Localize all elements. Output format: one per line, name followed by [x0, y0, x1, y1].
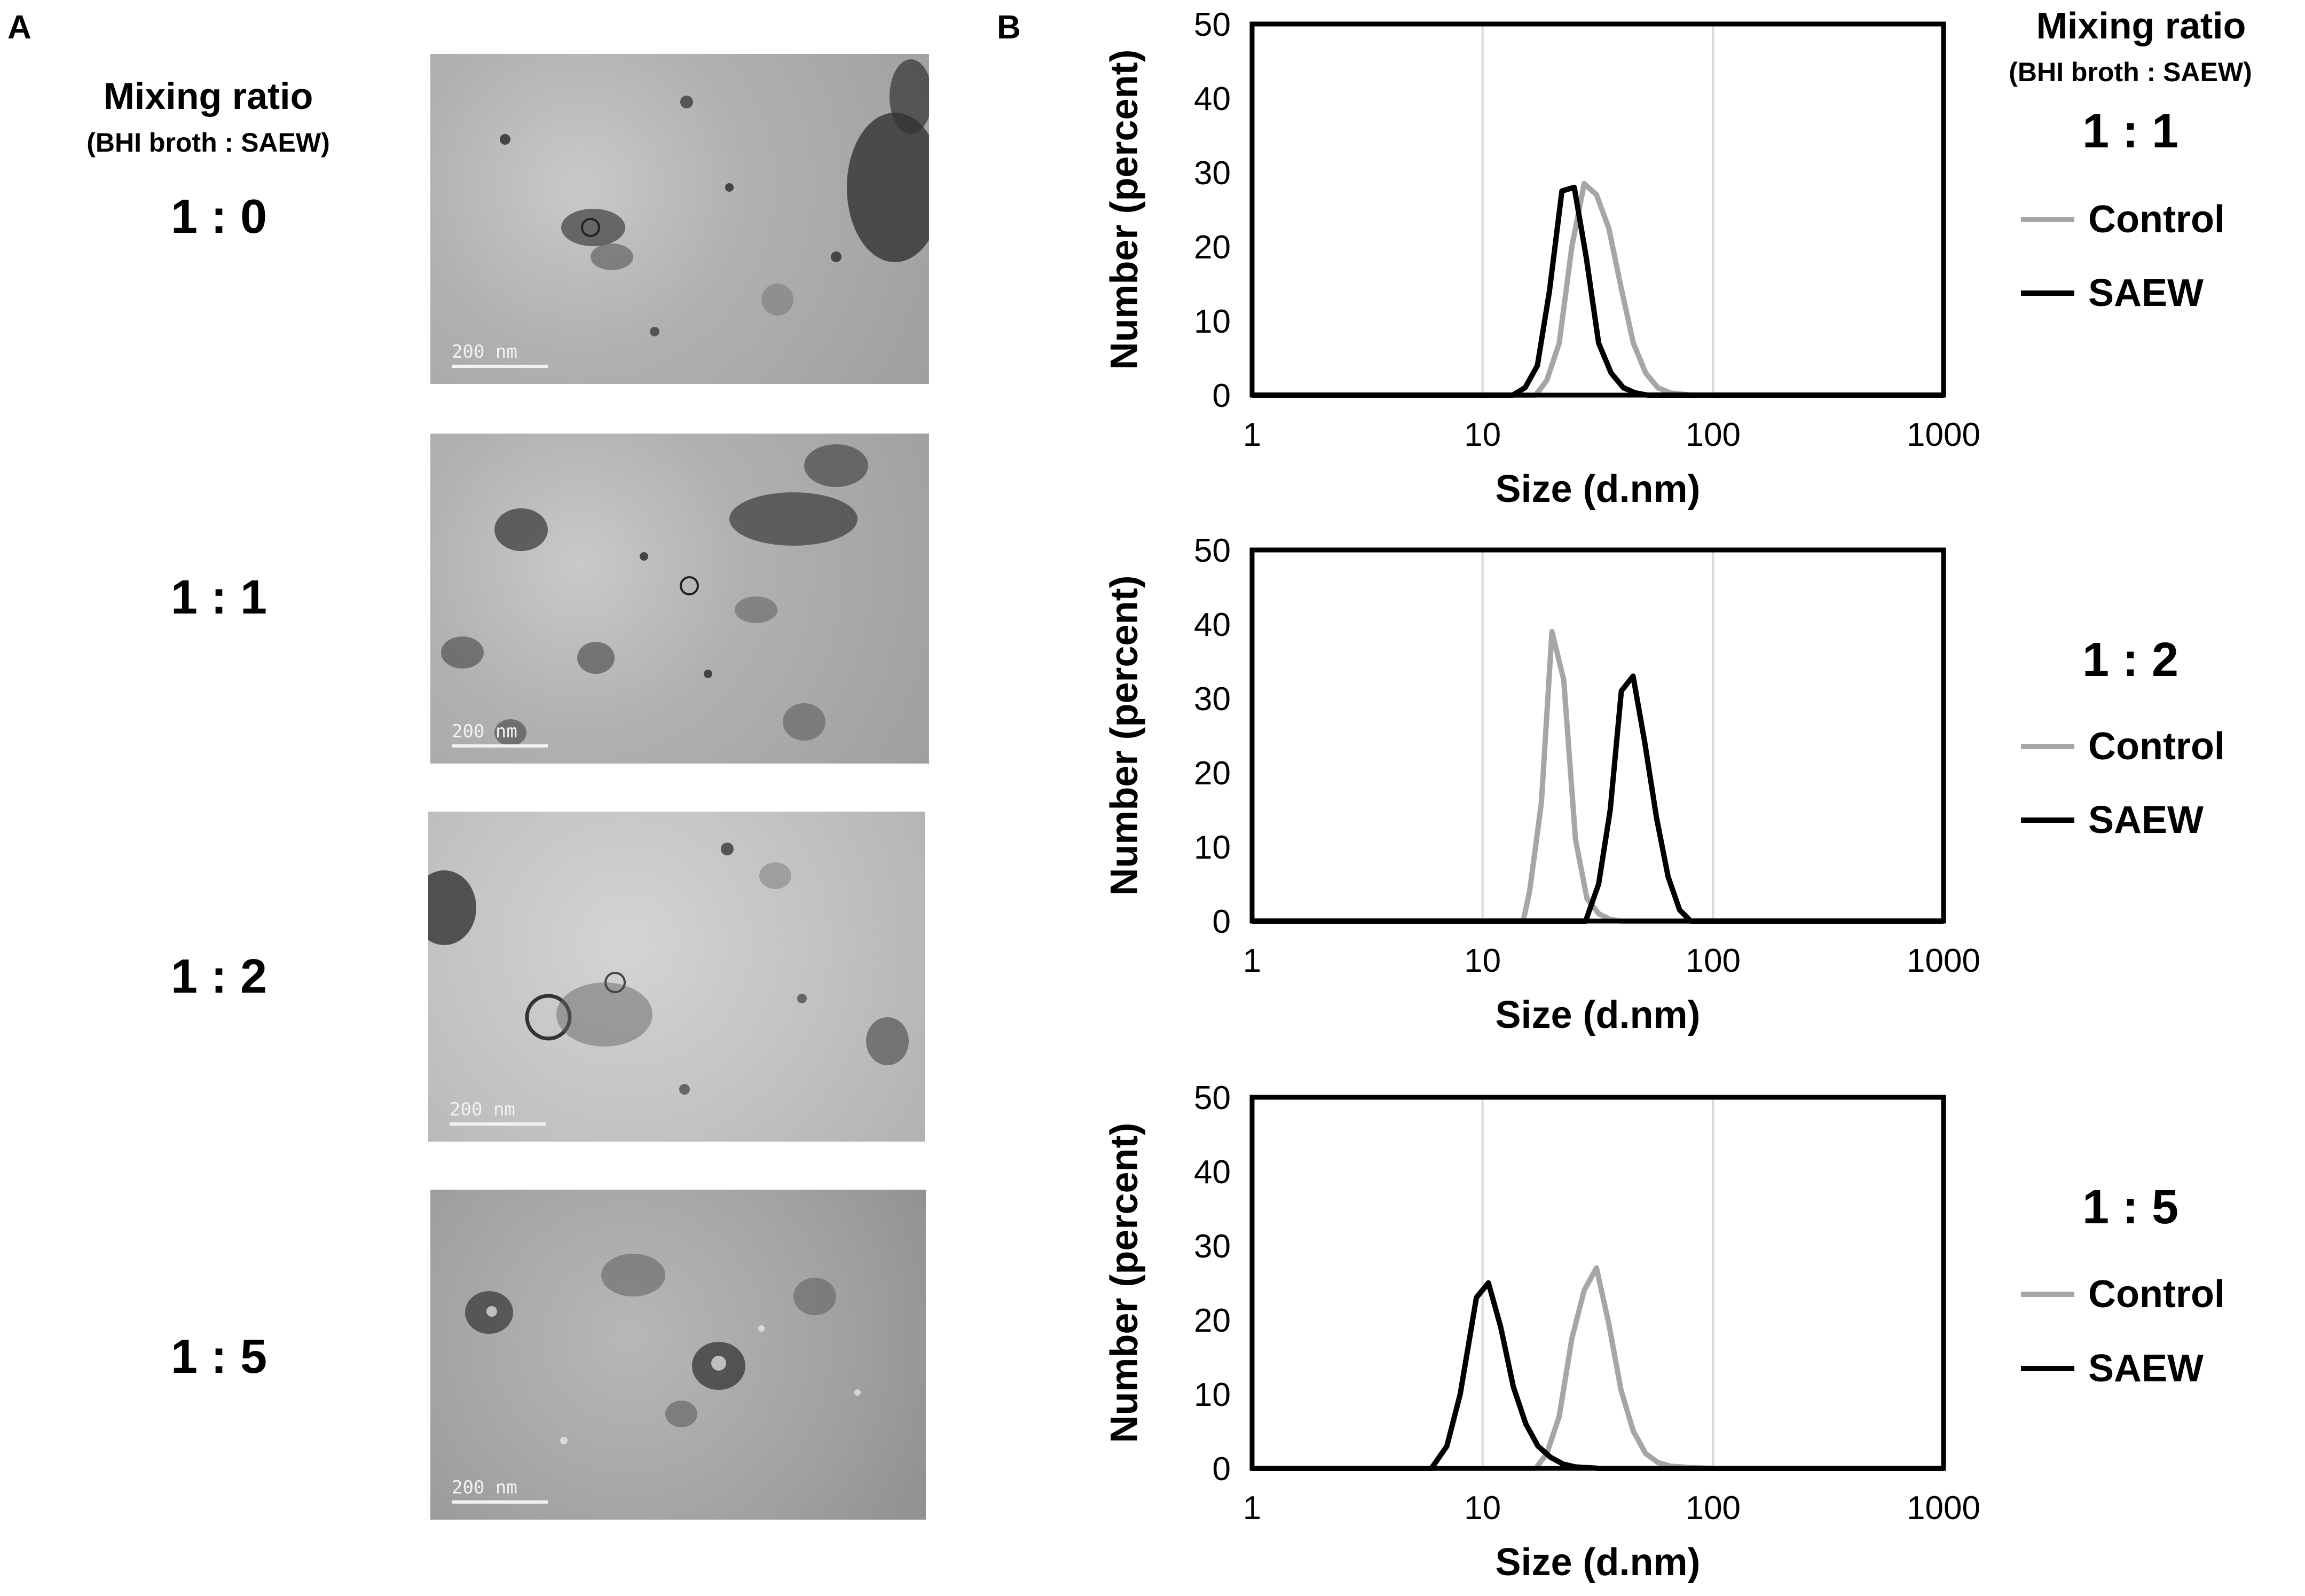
legend-label-control: Control — [2088, 198, 2225, 241]
plot-frame — [1249, 547, 1946, 924]
legend-label-saew: SAEW — [2088, 272, 2204, 315]
tem-image-1-1: 200 nm — [430, 434, 929, 764]
x-tick-label: 100 — [1686, 1490, 1741, 1527]
y-tick-label: 0 — [1213, 903, 1231, 940]
legend-label-control: Control — [2088, 1273, 2225, 1316]
tem-texture-1-1 — [441, 444, 868, 746]
ratio-label-1-2: 1 : 2 — [170, 950, 268, 1003]
panel-b-letter: B — [997, 9, 1021, 46]
y-tick-label: 40 — [1194, 1154, 1231, 1191]
series-line-saew — [1252, 1280, 1944, 1471]
y-tick-label: 10 — [1194, 303, 1231, 340]
tem-texture-1-5 — [465, 1254, 861, 1444]
x-tick-label: 10 — [1464, 416, 1501, 453]
y-tick-label: 10 — [1194, 1377, 1231, 1413]
x-axis-label: Size (d.nm) — [1495, 468, 1700, 510]
scale-label: 200 nm — [452, 341, 517, 363]
legend-label-control: Control — [2088, 725, 2225, 768]
y-tick-label: 40 — [1194, 607, 1231, 643]
panel-a-mixing-title: Mixing ratio — [103, 75, 313, 117]
legend-swatch-saew — [2021, 817, 2074, 823]
y-tick-label: 50 — [1194, 1080, 1231, 1117]
scale-bar — [452, 365, 548, 368]
dls-chart-1-1: 1 10 100 1000 0 10 20 30 40 50 Size (d.nm) Number (… — [1103, 6, 1980, 510]
legend-swatch-control — [2021, 744, 2074, 749]
legend-saew-1-1: SAEW — [2021, 271, 2204, 315]
y-axis-label: Number (percent) — [1103, 575, 1146, 895]
plot-frame — [1249, 21, 1946, 398]
legend-control-1-5: Control — [2021, 1272, 2225, 1316]
series-line-saew — [1252, 673, 1944, 924]
ratio-label-1-0: 1 : 0 — [170, 190, 268, 243]
x-tick-label: 1000 — [1907, 942, 1980, 979]
ratio-label-1-5: 1 : 5 — [170, 1330, 268, 1383]
legend-swatch-saew — [2021, 290, 2074, 296]
scale-label: 200 nm — [452, 1477, 517, 1498]
y-tick-label: 20 — [1194, 229, 1231, 266]
legend-swatch-control — [2021, 217, 2074, 222]
chart-ratio-label-1-5: 1 : 5 — [2082, 1181, 2179, 1234]
legend-label-saew: SAEW — [2088, 799, 2204, 842]
panel-b-mixing-title: Mixing ratio — [2036, 5, 2246, 46]
x-tick-label: 100 — [1686, 942, 1741, 979]
series-line-control — [1252, 1265, 1944, 1471]
scale-bar — [452, 1500, 548, 1504]
x-tick-label: 10 — [1464, 1490, 1501, 1527]
legend-swatch-control — [2021, 1292, 2074, 1297]
plot-frame — [1249, 1095, 1946, 1471]
legend-swatch-saew — [2021, 1366, 2074, 1371]
tem-image-1-5: 200 nm — [430, 1190, 926, 1520]
y-tick-label: 30 — [1194, 1228, 1231, 1265]
tem-image-1-2: 200 nm — [428, 812, 925, 1142]
y-tick-label: 30 — [1194, 155, 1231, 192]
chart-ratio-label-1-2: 1 : 2 — [2082, 633, 2179, 687]
y-axis-label: Number (percent) — [1103, 1122, 1146, 1443]
y-tick-label: 30 — [1194, 681, 1231, 718]
x-tick-label: 1 — [1243, 416, 1261, 453]
x-tick-label: 10 — [1464, 942, 1501, 979]
series-line-saew — [1252, 184, 1944, 398]
y-tick-label: 10 — [1194, 829, 1231, 866]
x-axis-label: Size (d.nm) — [1495, 994, 1700, 1036]
y-tick-label: 0 — [1213, 1451, 1231, 1488]
x-tick-label: 1 — [1243, 1490, 1261, 1527]
panel-b-mixing-subtitle: (BHI broth : SAEW) — [2009, 57, 2252, 87]
legend-saew-1-5: SAEW — [2021, 1347, 2204, 1390]
scale-label: 200 nm — [452, 721, 517, 742]
tem-image-1-0: 200 nm — [430, 54, 929, 384]
scale-bar — [450, 1122, 546, 1126]
series-line-control — [1252, 180, 1944, 398]
tem-texture-1-0 — [500, 59, 929, 336]
panel-a-letter: A — [7, 9, 32, 46]
x-tick-label: 100 — [1686, 416, 1741, 453]
dls-chart-1-5: 1 10 100 1000 0 10 20 30 40 50 Size (d.nm) Number (… — [1103, 1080, 1980, 1584]
x-axis-label: Size (d.nm) — [1495, 1541, 1700, 1584]
legend-control-1-1: Control — [2021, 198, 2225, 241]
legend-saew-1-2: SAEW — [2021, 798, 2204, 842]
y-tick-label: 50 — [1194, 6, 1231, 43]
legend-label-saew: SAEW — [2088, 1347, 2204, 1390]
y-tick-label: 20 — [1194, 755, 1231, 792]
y-tick-label: 50 — [1194, 532, 1231, 569]
panel-a-mixing-subtitle: (BHI broth : SAEW) — [86, 128, 330, 158]
scale-bar — [452, 744, 548, 748]
y-axis-label: Number (percent) — [1103, 49, 1146, 369]
x-tick-label: 1 — [1243, 942, 1261, 979]
ratio-label-1-1: 1 : 1 — [170, 571, 268, 624]
x-tick-label: 1000 — [1907, 416, 1980, 453]
y-tick-label: 20 — [1194, 1302, 1231, 1339]
y-tick-label: 0 — [1213, 378, 1231, 414]
y-tick-label: 40 — [1194, 81, 1231, 117]
tem-texture-1-2 — [428, 843, 909, 1095]
x-tick-label: 1000 — [1907, 1490, 1980, 1527]
legend-control-1-2: Control — [2021, 725, 2225, 768]
scale-label: 200 nm — [450, 1099, 515, 1120]
chart-ratio-label-1-1: 1 : 1 — [2082, 105, 2179, 158]
dls-chart-1-2: 1 10 100 1000 0 10 20 30 40 50 Size (d.nm) Number (… — [1103, 532, 1980, 1036]
